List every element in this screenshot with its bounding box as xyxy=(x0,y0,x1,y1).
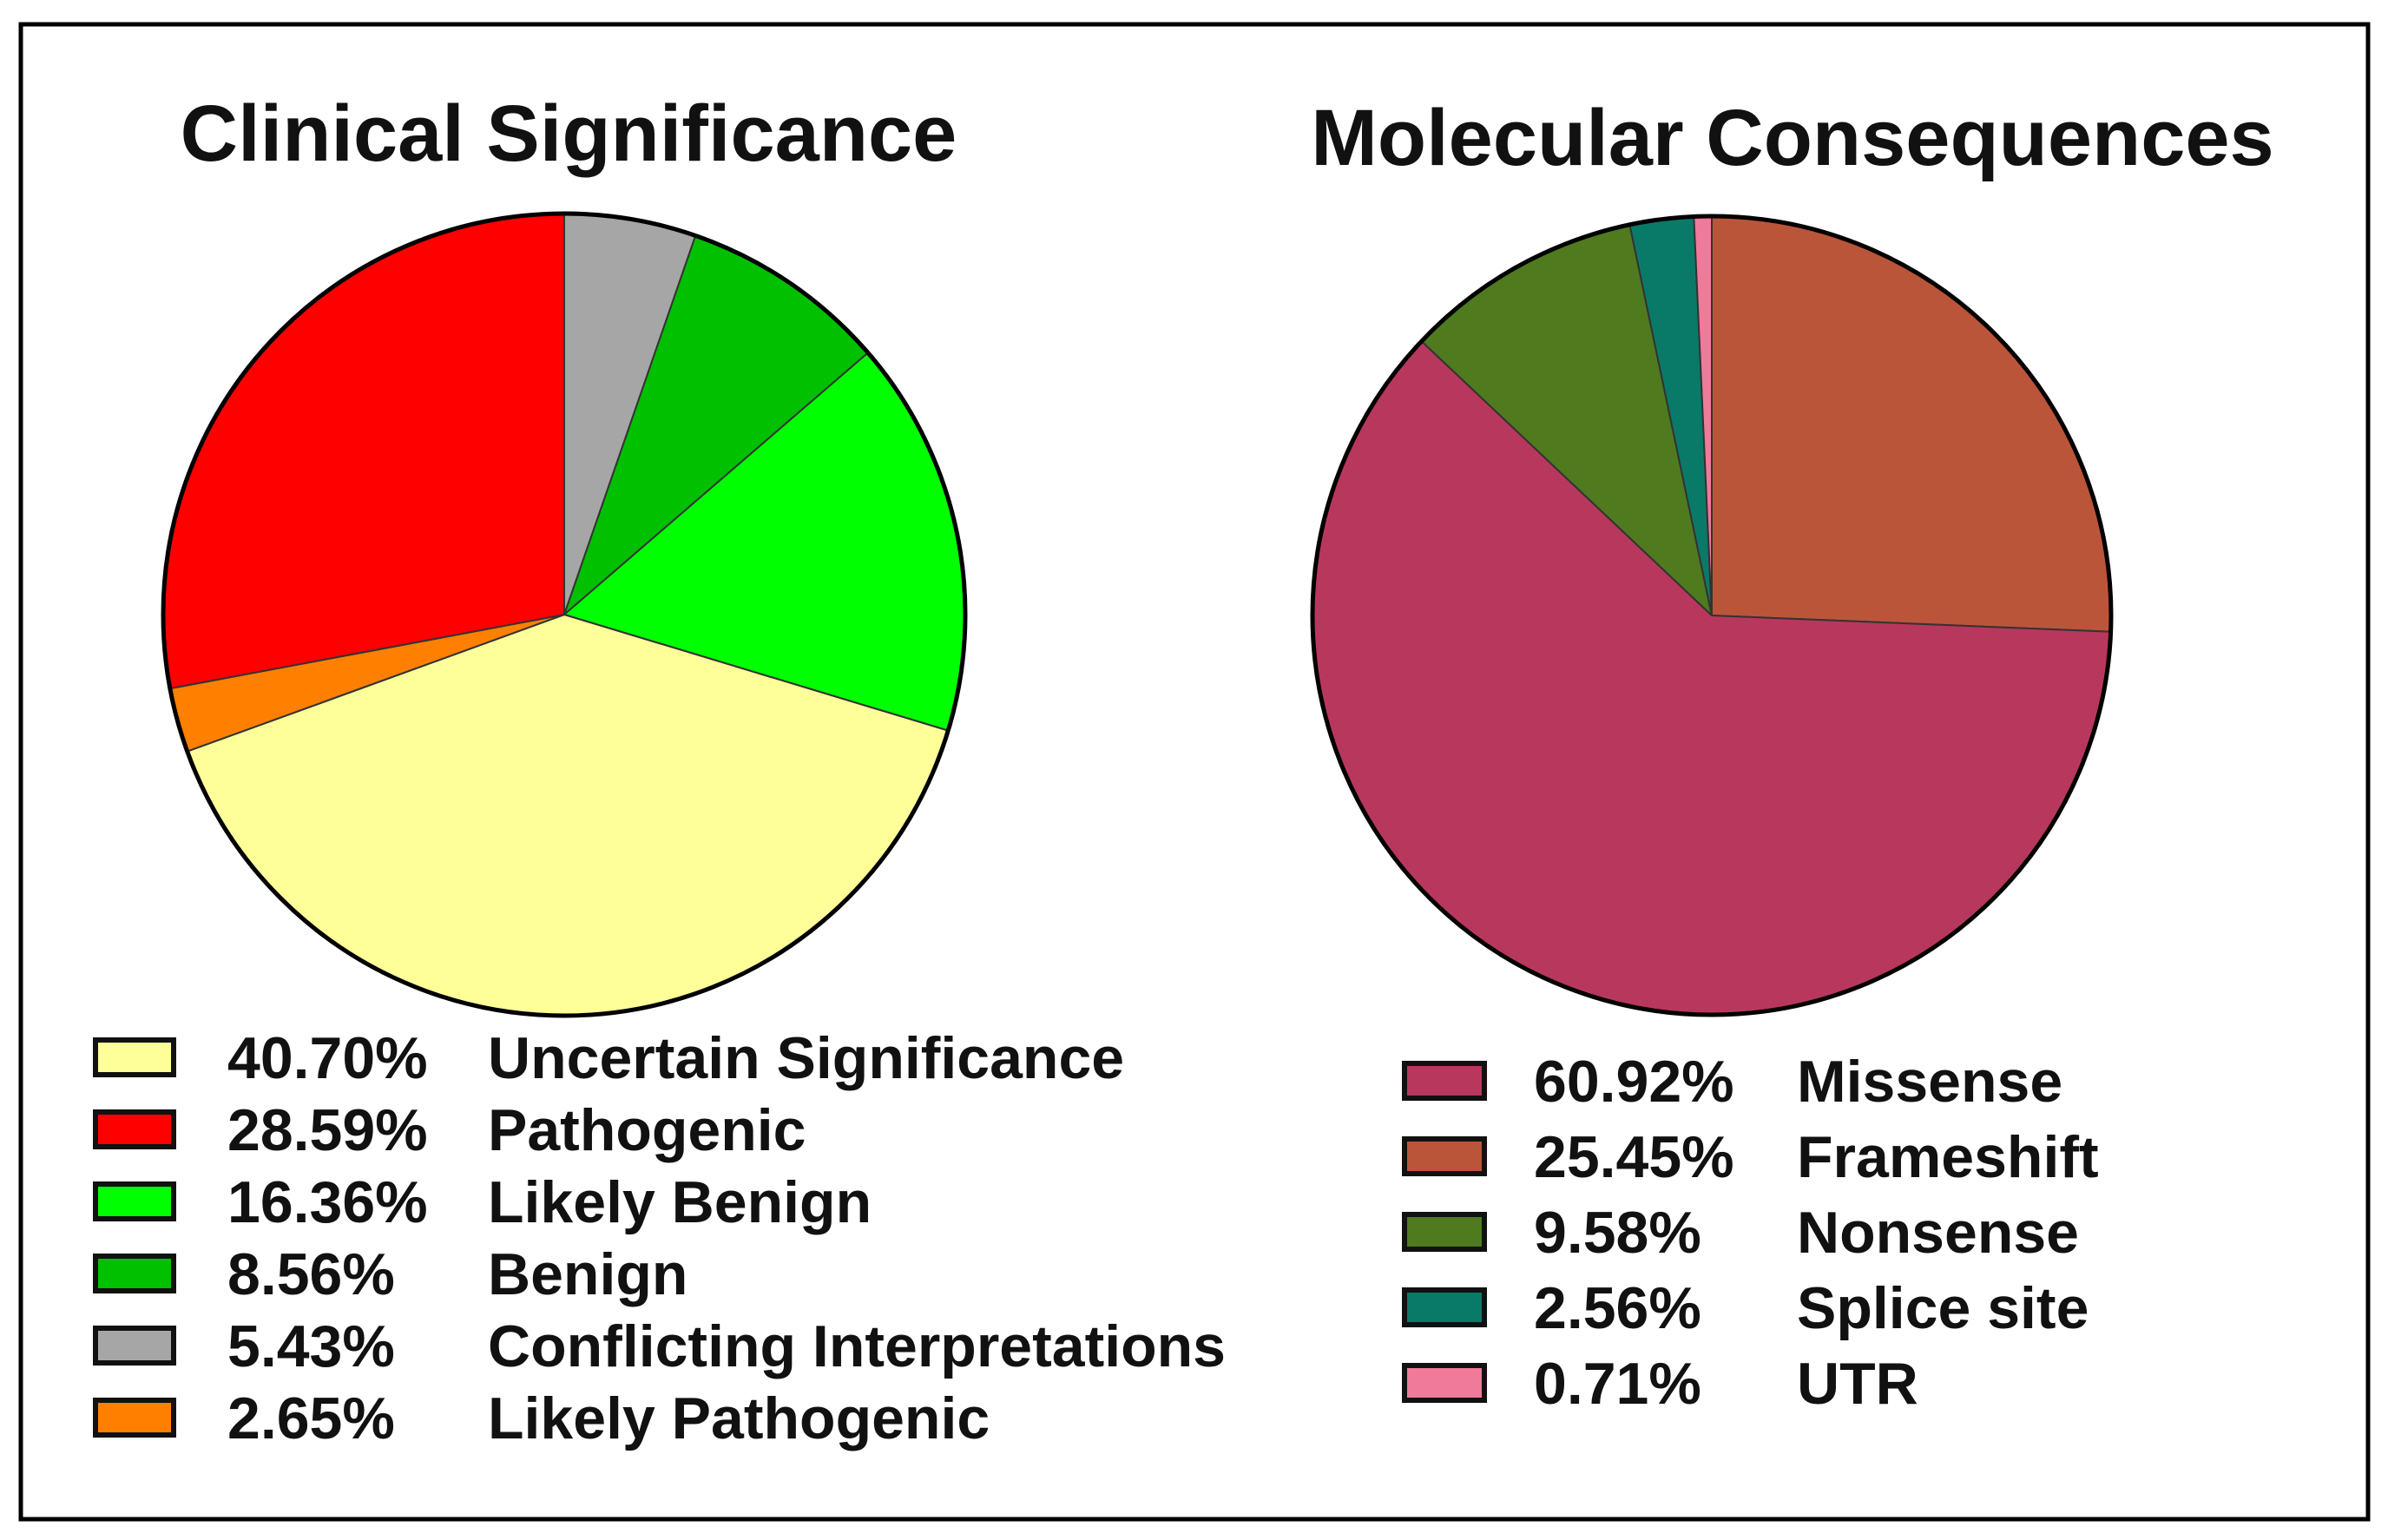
legend-label: Likely Benign xyxy=(488,1169,872,1235)
molecular-chart-title: Molecular Consequences xyxy=(1311,94,2273,182)
legend-swatch xyxy=(1402,1287,1487,1327)
legend-item-frameshift: 25.45% Frameshift xyxy=(1402,1124,2099,1190)
legend-swatch xyxy=(93,1254,176,1293)
legend-swatch xyxy=(93,1037,176,1077)
legend-percent: 2.56% xyxy=(1534,1275,1701,1341)
legend-swatch xyxy=(93,1398,176,1438)
legend-item-likely-benign: 16.36% Likely Benign xyxy=(93,1169,872,1235)
legend-item-missense: 60.92% Missense xyxy=(1402,1049,2062,1115)
legend-percent: 0.71% xyxy=(1534,1351,1701,1417)
clinical-pie xyxy=(161,211,968,1018)
legend-percent: 5.43% xyxy=(227,1313,395,1379)
legend-label: Likely Pathogenic xyxy=(488,1385,990,1451)
legend-percent: 9.58% xyxy=(1534,1200,1701,1266)
legend-label: Uncertain Significance xyxy=(488,1025,1124,1091)
legend-percent: 16.36% xyxy=(227,1169,428,1235)
legend-item-likely-pathogenic: 2.65% Likely Pathogenic xyxy=(93,1385,990,1451)
legend-label: Frameshift xyxy=(1797,1124,2099,1190)
legend-item-nonsense: 9.58% Nonsense xyxy=(1402,1200,2079,1266)
legend-swatch xyxy=(1402,1212,1487,1252)
legend-item-benign: 8.56% Benign xyxy=(93,1241,687,1307)
legend-label: Splice site xyxy=(1797,1275,2089,1341)
legend-item-pathogenic: 28.59% Pathogenic xyxy=(93,1097,806,1163)
legend-percent: 60.92% xyxy=(1534,1049,1734,1115)
legend-label: Missense xyxy=(1797,1049,2062,1115)
legend-swatch xyxy=(1402,1061,1487,1101)
legend-label: UTR xyxy=(1797,1351,1918,1417)
legend-label: Conflicting Interpretations xyxy=(488,1313,1226,1379)
molecular-pie xyxy=(1310,214,2114,1017)
legend-item-uncertain-significance: 40.70% Uncertain Significance xyxy=(93,1025,1124,1091)
clinical-chart-title: Clinical Significance xyxy=(181,89,957,178)
legend-item-splice-site: 2.56% Splice site xyxy=(1402,1275,2089,1341)
pie-outline xyxy=(1310,214,2114,1017)
clinical-legend: 40.70% Uncertain Significance 28.59% Pathog… xyxy=(93,1025,1226,1451)
legend-percent: 25.45% xyxy=(1534,1124,1734,1190)
legend-percent: 2.65% xyxy=(227,1385,395,1451)
legend-label: Benign xyxy=(488,1241,687,1307)
legend-swatch xyxy=(93,1326,176,1366)
legend-swatch xyxy=(1402,1363,1487,1403)
legend-label: Pathogenic xyxy=(488,1097,806,1163)
legend-percent: 28.59% xyxy=(227,1097,428,1163)
legend-swatch xyxy=(93,1109,176,1149)
legend-percent: 8.56% xyxy=(227,1241,395,1307)
pie-outline xyxy=(161,211,968,1018)
legend-item-utr: 0.71% UTR xyxy=(1402,1351,1918,1417)
legend-item-conflicting-interpretations: 5.43% Conflicting Interpretations xyxy=(93,1313,1226,1379)
legend-swatch xyxy=(93,1181,176,1221)
molecular-legend: 60.92% Missense 25.45% Frameshift 9.58% Nonse… xyxy=(1402,1049,2099,1417)
legend-label: Nonsense xyxy=(1797,1200,2079,1266)
legend-percent: 40.70% xyxy=(227,1025,428,1091)
legend-swatch xyxy=(1402,1136,1487,1176)
